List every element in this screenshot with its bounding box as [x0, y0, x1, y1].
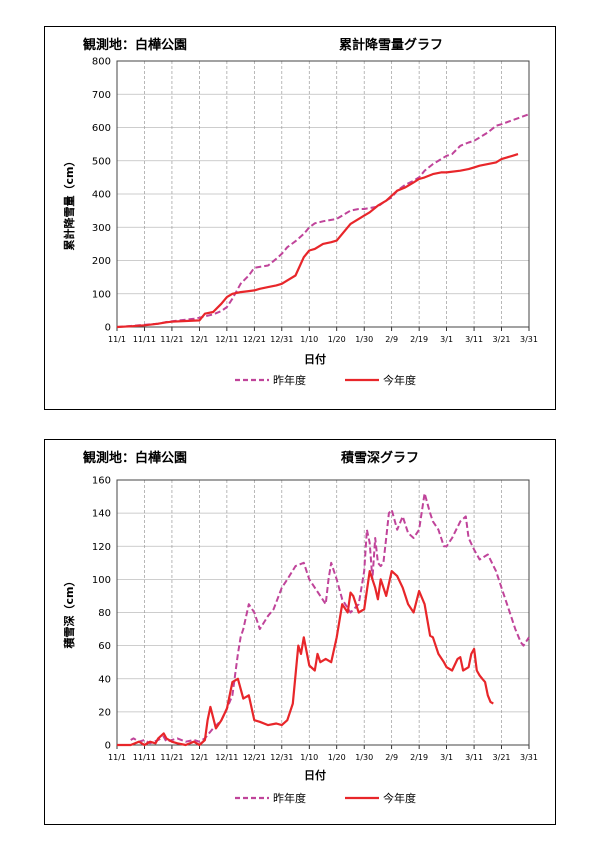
chart-title: 累計降雪量グラフ [339, 37, 443, 53]
y-tick-label: 100 [92, 289, 111, 300]
legend-label: 今年度 [383, 373, 416, 387]
x-tick-label: 12/1 [190, 753, 208, 762]
x-tick-label: 3/11 [465, 753, 483, 762]
x-axis-label: 日付 [304, 352, 326, 366]
cumulative-snowfall-chart: 観測地：白樺公園 累計降雪量グラフ 日付 累計降雪量（cm） 0 100 200 30… [44, 26, 556, 410]
series-line-last-year [116, 113, 530, 328]
x-axis-label: 日付 [304, 768, 326, 782]
y-tick-label: 0 [105, 741, 111, 752]
chart-title: 積雪深グラフ [340, 450, 419, 466]
y-tick-label: 200 [92, 256, 111, 267]
series-line-last-year [130, 492, 530, 745]
x-tick-label: 2/19 [410, 753, 428, 762]
x-tick-label: 12/31 [270, 335, 293, 344]
x-tick-label: 3/1 [440, 753, 453, 762]
x-tick-label: 3/31 [520, 335, 538, 344]
y-tick-label: 20 [98, 707, 111, 718]
legend: 昨年度 今年度 [235, 791, 416, 805]
x-tick-label: 11/11 [133, 753, 156, 762]
y-tick-label: 0 [105, 323, 111, 334]
y-tick-label: 120 [92, 542, 111, 553]
x-tick-label: 1/10 [300, 753, 318, 762]
x-tick-label: 11/1 [108, 753, 126, 762]
plot-area: 0 100 200 300 400 500 600 700 800 11/1 11/11 11/21 1… [92, 57, 538, 345]
x-tick-label: 3/1 [440, 335, 453, 344]
y-tick-label: 40 [98, 674, 111, 685]
x-tick-label: 3/21 [493, 753, 511, 762]
x-tick-label: 11/21 [160, 335, 183, 344]
y-tick-label: 600 [92, 123, 111, 134]
x-tick-label: 2/9 [385, 753, 398, 762]
legend-label: 昨年度 [273, 791, 306, 805]
x-tick-label: 1/20 [328, 753, 346, 762]
x-tick-label: 12/21 [243, 753, 266, 762]
y-axis-label: 累計降雪量（cm） [62, 156, 76, 251]
x-tick-label: 2/19 [410, 335, 428, 344]
y-tick-label: 80 [98, 608, 111, 619]
x-tick-label: 12/1 [190, 335, 208, 344]
y-tick-label: 100 [92, 575, 111, 586]
y-tick-label: 400 [92, 190, 111, 201]
x-tick-label: 3/31 [520, 753, 538, 762]
x-tick-label: 11/11 [133, 335, 156, 344]
x-tick-label: 3/21 [493, 335, 511, 344]
legend-label: 昨年度 [273, 373, 306, 387]
y-tick-label: 140 [92, 509, 111, 520]
y-tick-label: 700 [92, 90, 111, 101]
plot-frame [116, 479, 530, 746]
x-tick-label: 11/21 [160, 753, 183, 762]
x-tick-label: 1/10 [300, 335, 318, 344]
x-tick-label: 1/20 [328, 335, 346, 344]
x-tick-label: 12/11 [215, 753, 238, 762]
station-label: 観測地：白樺公園 [82, 450, 187, 466]
x-tick-label: 12/11 [215, 335, 238, 344]
x-tick-label: 3/11 [465, 335, 483, 344]
cumulative-snowfall-svg: 観測地：白樺公園 累計降雪量グラフ 日付 累計降雪量（cm） 0 100 200 30… [62, 37, 538, 387]
legend: 昨年度 今年度 [235, 373, 416, 387]
y-tick-label: 800 [92, 57, 111, 68]
y-tick-label: 500 [92, 156, 111, 167]
x-tick-label: 12/31 [270, 753, 293, 762]
plot-frame [116, 60, 530, 328]
series-line-this-year [117, 570, 494, 747]
station-label: 観測地：白樺公園 [82, 37, 187, 53]
y-tick-label: 60 [98, 641, 111, 652]
x-tick-label: 1/30 [355, 335, 373, 344]
x-tick-label: 1/30 [355, 753, 373, 762]
x-tick-label: 12/21 [243, 335, 266, 344]
y-axis-label: 積雪深（cm） [62, 576, 76, 650]
y-tick-label: 300 [92, 223, 111, 234]
x-tick-label: 2/9 [385, 335, 398, 344]
legend-label: 今年度 [383, 791, 416, 805]
y-tick-label: 160 [92, 476, 111, 487]
x-tick-label: 11/1 [108, 335, 126, 344]
series-line-this-year [116, 153, 519, 329]
snow-depth-chart: 観測地：白樺公園 積雪深グラフ 日付 積雪深（cm） 0 20 40 60 80 100 1… [44, 439, 556, 825]
snow-depth-svg: 観測地：白樺公園 積雪深グラフ 日付 積雪深（cm） 0 20 40 60 80 100 1… [62, 450, 538, 805]
